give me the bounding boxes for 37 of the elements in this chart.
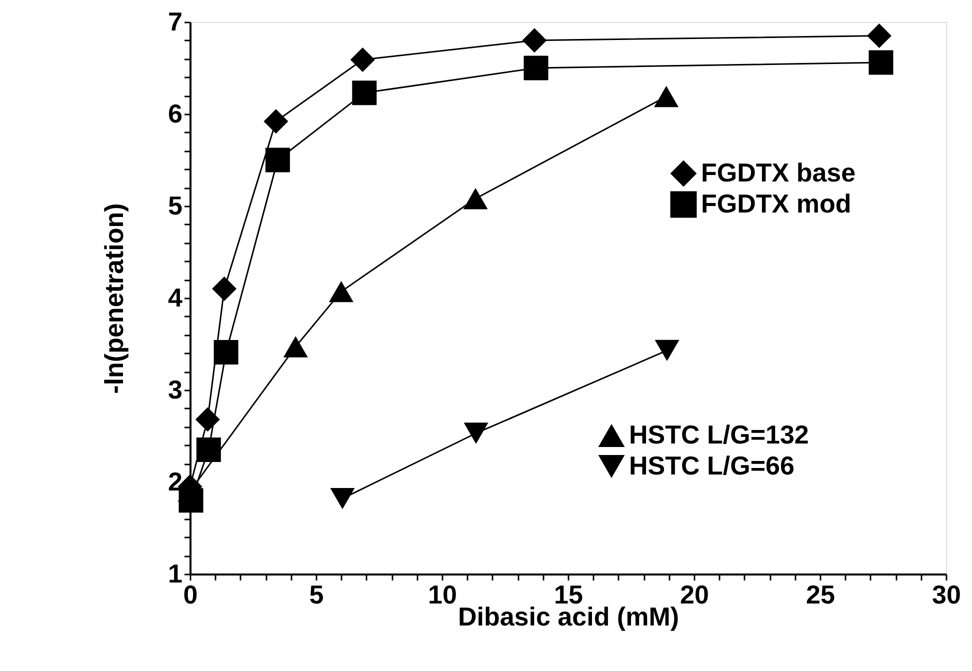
point	[265, 148, 290, 172]
y-axis-title: -ln(penetration)	[99, 203, 130, 394]
legend-label: FGDTX mod	[701, 188, 852, 218]
point	[464, 422, 488, 444]
point	[868, 50, 894, 75]
point	[654, 340, 680, 362]
y-tick-label: 7	[168, 6, 182, 36]
point	[654, 86, 679, 108]
point	[328, 280, 354, 302]
point	[350, 47, 375, 72]
x-tick-label: 10	[428, 580, 457, 610]
legend-label: FGDTX base	[701, 158, 856, 188]
point	[352, 80, 377, 106]
x-tick-label: 5	[309, 580, 324, 610]
point	[283, 336, 308, 358]
point	[330, 488, 355, 510]
point	[212, 276, 237, 302]
x-tick-label: 15	[554, 580, 583, 610]
y-tick-label: 3	[168, 374, 182, 404]
y-tick-label: 5	[168, 190, 182, 220]
legend-label: HSTC L/G=66	[629, 450, 794, 480]
point	[196, 438, 221, 462]
point	[524, 56, 548, 80]
legend-label: HSTC L/G=132	[629, 420, 809, 450]
point	[866, 24, 892, 48]
y-tick-label: 1	[168, 558, 182, 588]
x-tick-label: 25	[806, 580, 835, 610]
point	[214, 340, 238, 365]
x-tick-label: 0	[183, 580, 198, 610]
x-tick-label: 30	[932, 580, 961, 610]
x-tick-label: 20	[680, 580, 709, 610]
y-tick-label: 6	[168, 98, 182, 128]
point	[522, 28, 547, 53]
point	[264, 109, 288, 134]
point	[463, 188, 488, 210]
point	[195, 407, 220, 432]
y-tick-label: 4	[168, 282, 184, 312]
